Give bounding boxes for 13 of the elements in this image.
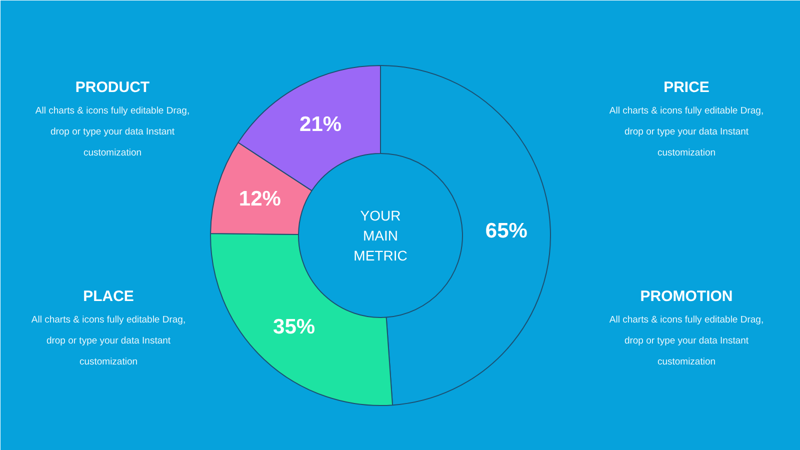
text: YOUR MAIN METRIC [354, 208, 408, 264]
text: PROMOTION [640, 288, 733, 305]
text: All charts & icons fully editable Drag, drop or type your data Instant customization [35, 106, 190, 158]
data-label: 21% [300, 113, 342, 136]
text: All charts & icons fully editable Drag, drop or type your data Instant customization [31, 314, 186, 368]
data-label: 35% [273, 316, 316, 339]
text: All charts & icons fully editable Drag, drop or type your data Instant customization [609, 106, 764, 158]
data-label: 12% [238, 187, 282, 210]
data-label: 65% [485, 220, 528, 243]
text: PLACE [83, 288, 134, 305]
text: PRICE [664, 79, 710, 96]
text: All charts & icons fully editable Drag, drop or type your data Instant customization [609, 314, 764, 368]
text: PRODUCT [75, 79, 150, 96]
